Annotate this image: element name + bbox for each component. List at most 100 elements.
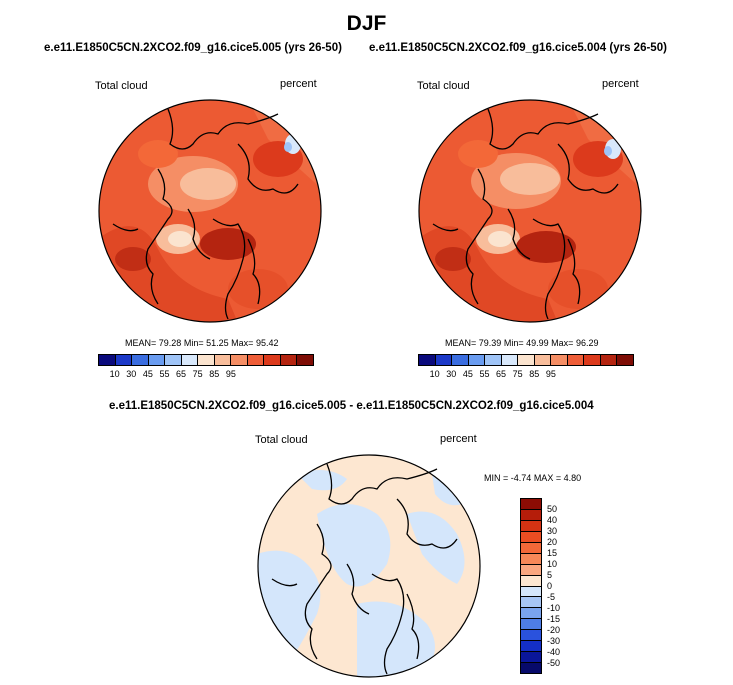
colorbar-swatch xyxy=(132,355,149,365)
colorbar-tick-label: -30 xyxy=(547,636,561,646)
panel3-variable-label: Total cloud xyxy=(255,434,308,446)
colorbar-swatch xyxy=(452,355,469,365)
panel3-max-value: 4.80 xyxy=(563,473,582,483)
panel1-colorbar xyxy=(98,354,314,366)
panel2-max-label: Max= xyxy=(551,338,574,348)
panel1-min-label: Min= xyxy=(183,338,204,348)
colorbar-tick-label: 45 xyxy=(462,369,473,379)
colorbar-tick-label: -40 xyxy=(547,647,561,657)
panel2-units-label: percent xyxy=(602,78,639,90)
colorbar-swatch xyxy=(521,520,541,532)
colorbar-swatch xyxy=(521,509,541,521)
panel2-variable-label: Total cloud xyxy=(417,80,470,92)
colorbar-swatch xyxy=(521,619,541,631)
colorbar-swatch xyxy=(485,355,502,365)
panel3-stats: MIN = -4.74 MAX = 4.80 xyxy=(484,473,581,483)
panel2-max-value: 96.29 xyxy=(575,338,599,348)
colorbar-swatch xyxy=(521,575,541,587)
colorbar-tick-label: 30 xyxy=(126,369,137,379)
panel1-mean-value: 79.28 xyxy=(158,338,182,348)
panel1-mean-label: MEAN= xyxy=(125,338,157,348)
colorbar-swatch xyxy=(600,355,618,365)
colorbar-tick-label: 10 xyxy=(547,559,558,569)
colorbar-tick-label: 30 xyxy=(446,369,457,379)
colorbar-tick-label: 45 xyxy=(142,369,153,379)
colorbar-tick-label: 85 xyxy=(209,369,220,379)
colorbar-swatch xyxy=(521,663,541,673)
colorbar-tick-label: 55 xyxy=(479,369,490,379)
colorbar-tick-label: -10 xyxy=(547,603,561,613)
colorbar-tick-label: 0 xyxy=(547,581,553,591)
colorbar-swatch xyxy=(181,355,199,365)
colorbar-swatch xyxy=(521,553,541,565)
colorbar-swatch xyxy=(521,542,541,554)
colorbar-swatch xyxy=(435,355,453,365)
panel2-mean-value: 79.39 xyxy=(478,338,502,348)
colorbar-swatch xyxy=(247,355,265,365)
colorbar-swatch xyxy=(165,355,182,365)
panel3-max-label: MAX = xyxy=(533,473,562,483)
colorbar-tick-label: -20 xyxy=(547,625,561,635)
colorbar-swatch xyxy=(521,652,541,664)
colorbar-swatch xyxy=(534,355,552,365)
colorbar-swatch xyxy=(584,355,601,365)
panel3-title: e.e11.E1850C5CN.2XCO2.f09_g16.cice5.005 … xyxy=(109,400,594,412)
colorbar-tick-label: -5 xyxy=(547,592,556,602)
main-title: DJF xyxy=(346,12,387,35)
panel2-colorbar-ticks: 10 30 45 55 65 75 85 95 xyxy=(418,369,634,381)
colorbar-swatch xyxy=(214,355,232,365)
colorbar-swatch xyxy=(99,355,116,365)
colorbar-swatch xyxy=(297,355,313,365)
panel3-polar-map xyxy=(257,454,481,678)
colorbar-tick-label: 55 xyxy=(159,369,170,379)
colorbar-swatch xyxy=(280,355,298,365)
panel2-colorbar xyxy=(418,354,634,366)
panel1-min-value: 51.25 xyxy=(206,338,229,348)
panel1-stats: MEAN= 79.28 Min= 51.25 Max= 95.42 xyxy=(125,338,278,348)
panel2-polar-map xyxy=(418,99,642,323)
panel1-colorbar-ticks: 10 30 45 55 65 75 85 95 xyxy=(98,369,314,381)
colorbar-swatch xyxy=(617,355,633,365)
colorbar-tick-label: 65 xyxy=(176,369,187,379)
colorbar-swatch xyxy=(518,355,535,365)
colorbar-swatch xyxy=(231,355,248,365)
colorbar-swatch xyxy=(198,355,215,365)
colorbar-tick-label: 95 xyxy=(225,369,236,379)
colorbar-swatch xyxy=(567,355,585,365)
colorbar-swatch xyxy=(501,355,519,365)
colorbar-tick-label: 75 xyxy=(192,369,203,379)
panel1-title: e.e11.E1850C5CN.2XCO2.f09_g16.cice5.005 … xyxy=(44,42,342,54)
colorbar-tick-label: 65 xyxy=(496,369,507,379)
colorbar-tick-label: 40 xyxy=(547,515,558,525)
colorbar-swatch xyxy=(264,355,281,365)
panel3-min-value: -4.74 xyxy=(510,473,532,483)
panel3-colorbar-ticks: 50 40 30 20 15 10 5 0 -5 -10 -15 -20 -30 -40 -50 xyxy=(547,498,577,674)
colorbar-tick-label: 95 xyxy=(545,369,556,379)
colorbar-tick-label: 50 xyxy=(547,504,558,514)
panel3-colorbar xyxy=(520,498,542,674)
colorbar-tick-label: 10 xyxy=(109,369,120,379)
colorbar-tick-label: -15 xyxy=(547,614,561,624)
panel2-min-label: Min= xyxy=(503,338,524,348)
panel1-max-label: Max= xyxy=(231,338,254,348)
colorbar-tick-label: 5 xyxy=(547,570,553,580)
panel1-variable-label: Total cloud xyxy=(95,80,148,92)
panel1-polar-map xyxy=(98,99,322,323)
panel3-min-label: MIN = xyxy=(484,473,509,483)
panel2-min-value: 49.99 xyxy=(526,338,549,348)
colorbar-tick-label: 15 xyxy=(547,548,558,558)
panel1-max-value: 95.42 xyxy=(255,338,279,348)
colorbar-tick-label: 30 xyxy=(547,526,558,536)
colorbar-swatch xyxy=(148,355,166,365)
colorbar-swatch xyxy=(521,641,541,653)
colorbar-swatch xyxy=(521,531,541,543)
colorbar-swatch xyxy=(115,355,133,365)
panel2-title: e.e11.E1850C5CN.2XCO2.f09_g16.cice5.004 … xyxy=(369,42,667,54)
colorbar-tick-label: -50 xyxy=(547,658,561,668)
colorbar-tick-label: 20 xyxy=(547,537,558,547)
colorbar-swatch xyxy=(521,608,541,620)
colorbar-swatch xyxy=(521,499,541,510)
colorbar-swatch xyxy=(521,564,541,576)
colorbar-tick-label: 75 xyxy=(512,369,523,379)
panel1-units-label: percent xyxy=(280,78,317,90)
